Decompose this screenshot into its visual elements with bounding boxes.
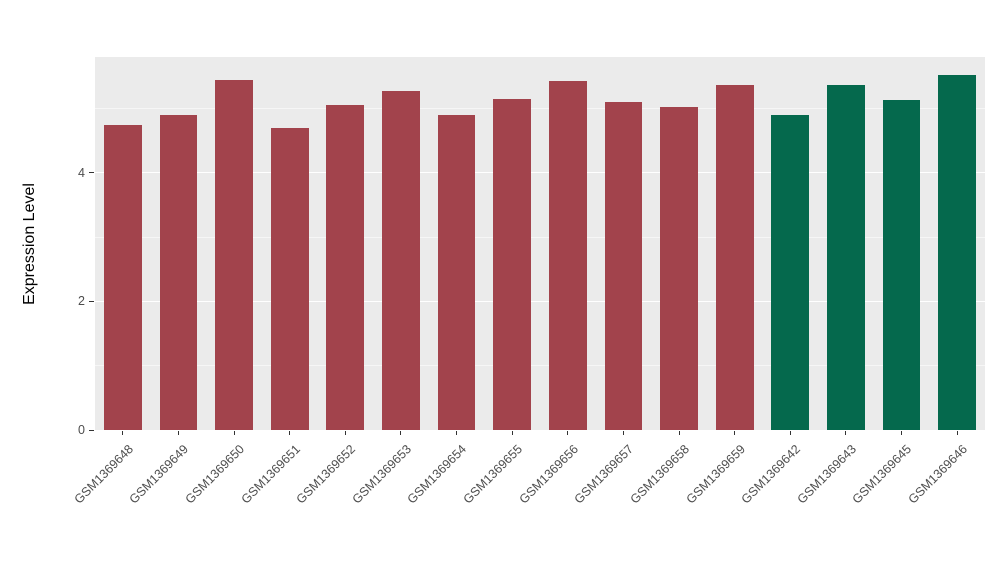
- minor-gridline: [95, 107, 985, 109]
- y-tick-label: 4: [78, 165, 85, 180]
- bar-GSM1369652: [326, 105, 365, 430]
- y-tick-label: 2: [78, 294, 85, 309]
- y-axis-title: Expression Level: [21, 182, 38, 305]
- major-gridline: [95, 429, 985, 431]
- bar-GSM1369653: [382, 91, 420, 430]
- x-tick-mark: [734, 431, 736, 435]
- x-tick-mark: [511, 431, 513, 435]
- y-tick-mark: [89, 172, 94, 174]
- x-tick-label-GSM1369646: GSM1369646: [905, 442, 971, 507]
- x-tick-mark: [344, 431, 346, 435]
- x-tick-label-GSM1369658: GSM1369658: [627, 442, 692, 507]
- bar-GSM1369659: [715, 84, 754, 430]
- x-tick-label-GSM1369650: GSM1369650: [182, 442, 247, 507]
- minor-gridline: [95, 236, 985, 238]
- x-tick-mark: [177, 431, 179, 435]
- x-tick-mark: [789, 431, 791, 435]
- y-tick-mark: [89, 429, 94, 431]
- major-gridline: [95, 172, 985, 174]
- x-tick-mark: [122, 431, 124, 435]
- x-tick-mark: [567, 431, 569, 435]
- x-tick-mark: [901, 431, 903, 435]
- x-tick-label-GSM1369655: GSM1369655: [460, 442, 526, 507]
- x-tick-label-GSM1369642: GSM1369642: [738, 442, 804, 507]
- x-tick-label-GSM1369652: GSM1369652: [293, 442, 359, 507]
- plot-panel: [95, 57, 985, 431]
- bar-GSM1369643: [827, 84, 865, 430]
- x-tick-label-GSM1369649: GSM1369649: [126, 442, 192, 507]
- bar-GSM1369658: [660, 107, 698, 430]
- x-tick-label-GSM1369657: GSM1369657: [571, 442, 637, 507]
- bar-GSM1369657: [604, 102, 643, 430]
- x-tick-mark: [678, 431, 680, 435]
- y-tick-mark: [89, 300, 94, 302]
- x-tick-mark: [233, 431, 235, 435]
- x-tick-mark: [956, 431, 958, 435]
- bar-GSM1369654: [437, 114, 476, 430]
- bar-GSM1369650: [215, 79, 253, 430]
- x-tick-mark: [456, 431, 458, 435]
- x-tick-mark: [400, 431, 402, 435]
- bar-GSM1369646: [938, 75, 977, 430]
- bar-GSM1369655: [493, 98, 532, 430]
- x-tick-mark: [622, 431, 624, 435]
- bar-GSM1369645: [882, 100, 921, 430]
- x-tick-mark: [289, 431, 291, 435]
- bar-GSM1369642: [771, 114, 810, 430]
- major-gridline: [95, 300, 985, 302]
- bar-GSM1369648: [103, 124, 142, 430]
- x-tick-mark: [845, 431, 847, 435]
- bar-GSM1369651: [270, 127, 309, 430]
- x-tick-label-GSM1369654: GSM1369654: [405, 442, 470, 507]
- y-tick-label: 0: [78, 423, 85, 437]
- bar-GSM1369656: [548, 81, 587, 430]
- bar-GSM1369649: [159, 114, 198, 430]
- minor-gridline: [95, 365, 985, 367]
- x-tick-label-GSM1369645: GSM1369645: [850, 442, 915, 507]
